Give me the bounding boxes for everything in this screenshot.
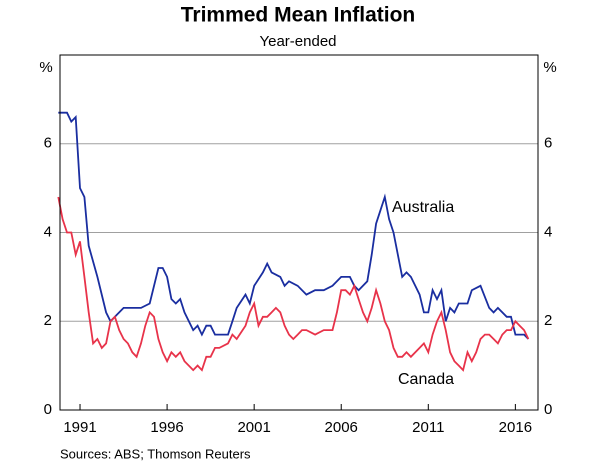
y-tick-label: 6 (44, 135, 52, 152)
chart-title: Trimmed Mean Inflation (181, 4, 416, 27)
source: Sources: ABS; Thomson Reuters (60, 446, 251, 461)
y-axis-unit: % (39, 59, 52, 76)
plot-frame (59, 54, 539, 411)
series-line (57, 196, 530, 372)
y2-axis-unit: % (543, 59, 556, 76)
y-tick-label: 2 (44, 312, 52, 329)
series-label: Canada (398, 371, 454, 388)
x-tick-label: 2016 (499, 419, 532, 436)
y2-tick-label: 0 (544, 401, 552, 418)
y2-tick-label: 2 (544, 312, 552, 329)
y2-tick-label: 4 (544, 223, 552, 240)
series-label: Australia (392, 199, 454, 216)
x-tick-label: 2006 (325, 419, 358, 436)
y-tick-label: 0 (44, 401, 52, 418)
x-tick-label: 1991 (63, 419, 96, 436)
y2-tick-label: 6 (544, 135, 552, 152)
chart-subtitle: Year-ended (259, 33, 336, 50)
y-tick-label: 4 (44, 223, 52, 240)
x-tick-label: 1996 (150, 419, 183, 436)
x-tick-label: 2001 (237, 419, 270, 436)
x-tick-label: 2011 (412, 419, 444, 436)
series-line (58, 111, 530, 340)
